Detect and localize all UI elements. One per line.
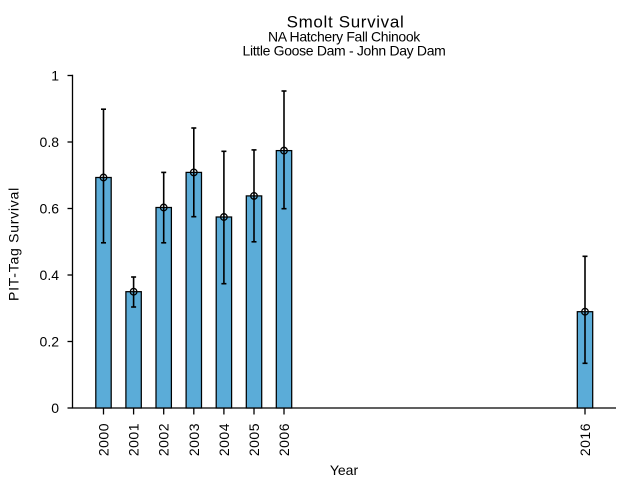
svg-text:2000: 2000	[96, 423, 112, 456]
svg-text:1: 1	[51, 68, 59, 84]
svg-text:2005: 2005	[246, 423, 262, 456]
svg-text:0.2: 0.2	[40, 334, 60, 350]
svg-text:Year: Year	[330, 462, 359, 478]
svg-text:Smolt Survival: Smolt Survival	[287, 13, 405, 32]
svg-text:Little Goose Dam - John Day Da: Little Goose Dam - John Day Dam	[243, 43, 446, 59]
svg-text:2016: 2016	[577, 423, 593, 456]
svg-text:2001: 2001	[126, 423, 142, 456]
svg-text:2002: 2002	[156, 423, 172, 456]
svg-text:0.4: 0.4	[40, 267, 60, 283]
svg-text:NA Hatchery Fall Chinook: NA Hatchery Fall Chinook	[268, 29, 421, 45]
svg-text:2003: 2003	[186, 423, 202, 456]
svg-text:2004: 2004	[216, 423, 232, 456]
svg-text:0.6: 0.6	[40, 201, 60, 217]
svg-text:0.8: 0.8	[40, 134, 60, 150]
svg-text:2006: 2006	[276, 423, 292, 456]
svg-text:PIT-Tag Survival: PIT-Tag Survival	[6, 187, 22, 301]
svg-text:0: 0	[51, 400, 59, 416]
